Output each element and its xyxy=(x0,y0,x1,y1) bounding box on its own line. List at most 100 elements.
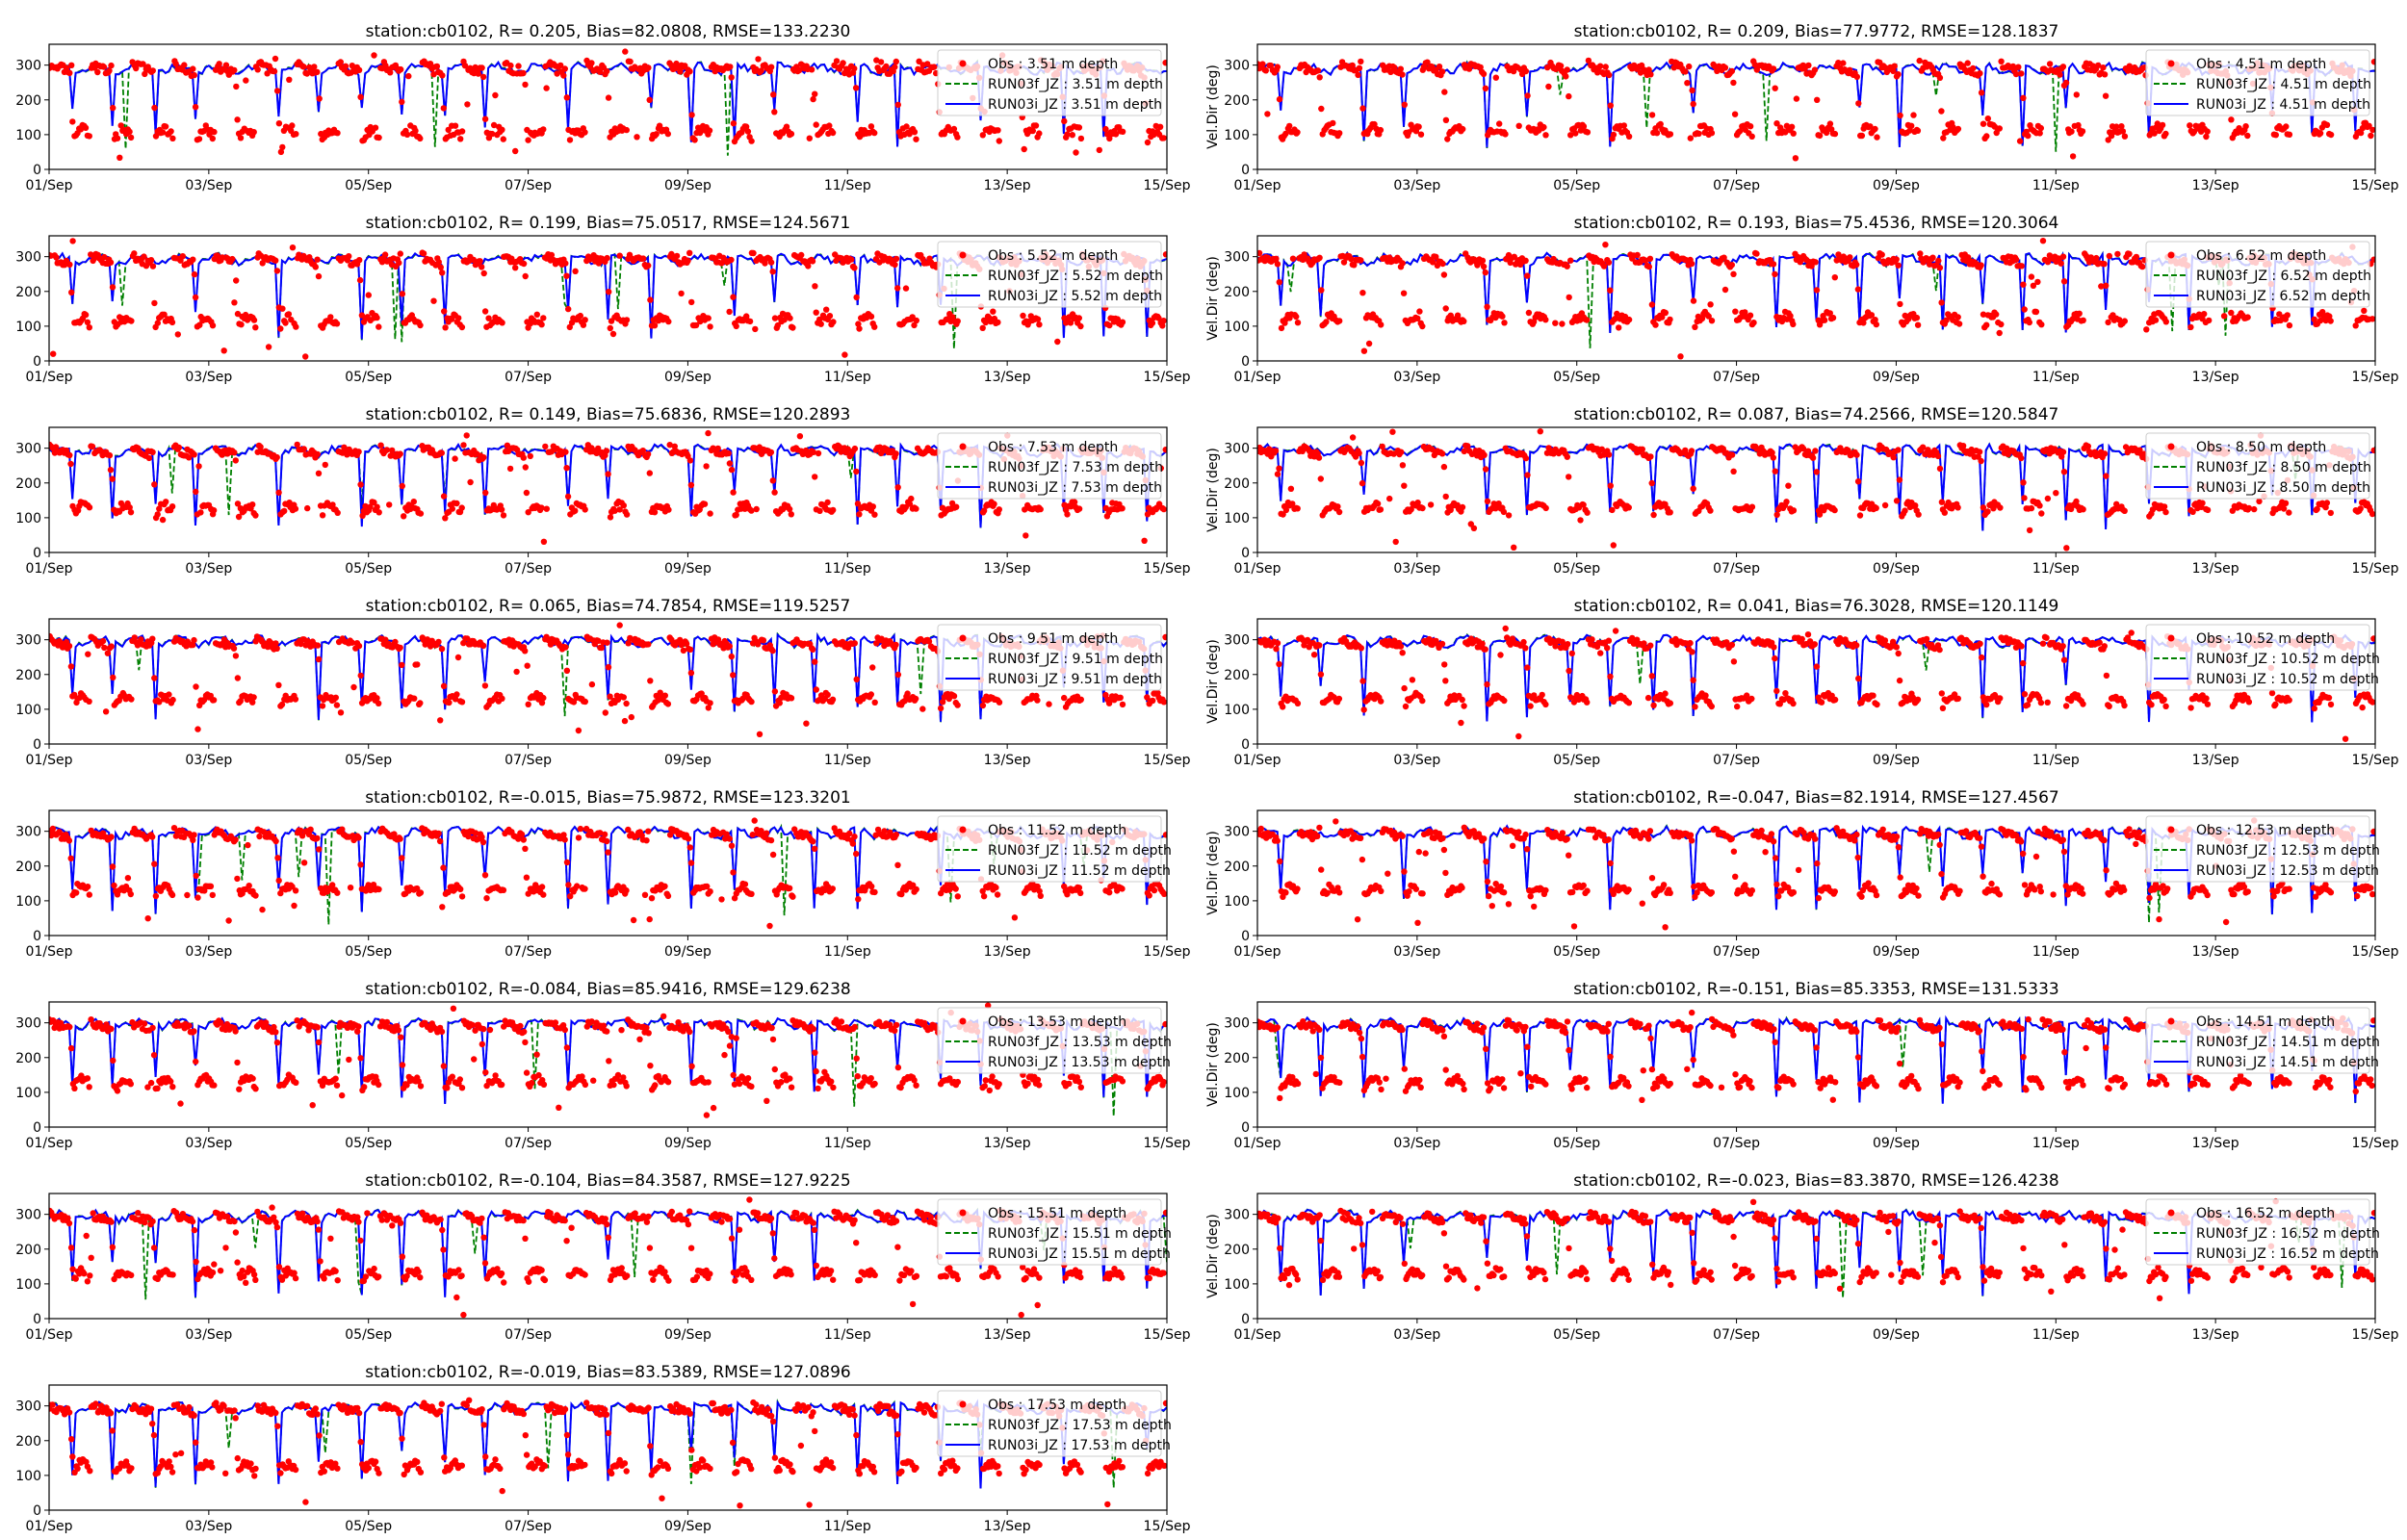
obs-point xyxy=(810,449,816,455)
obs-point xyxy=(327,314,334,321)
obs-point xyxy=(1314,67,1322,74)
obs-point xyxy=(707,323,713,330)
obs-point xyxy=(1427,501,1435,508)
obs-point xyxy=(1872,125,1878,133)
obs-point xyxy=(273,268,281,274)
x-tick-label: 15/Sep xyxy=(1144,178,1191,193)
obs-point xyxy=(995,319,1001,326)
obs-point xyxy=(1721,286,1729,294)
obs-point xyxy=(762,260,768,267)
obs-point xyxy=(733,511,739,519)
obs-point xyxy=(127,509,135,516)
obs-point xyxy=(730,294,737,300)
y-tick-label: 300 xyxy=(15,250,41,266)
obs-point xyxy=(1106,135,1113,142)
obs-point xyxy=(1360,347,1368,354)
y-tick-label: 0 xyxy=(1241,546,1250,561)
obs-point xyxy=(1954,504,1961,511)
obs-point xyxy=(664,701,672,707)
obs-point xyxy=(1075,124,1083,131)
obs-point xyxy=(156,699,163,706)
obs-point xyxy=(1897,300,1903,308)
obs-point xyxy=(665,318,672,325)
obs-point xyxy=(1417,131,1425,138)
obs-point xyxy=(498,506,505,513)
obs-point xyxy=(1029,127,1037,135)
obs-point xyxy=(333,321,341,327)
obs-point xyxy=(1812,448,1819,454)
obs-point xyxy=(1770,454,1777,461)
obs-point xyxy=(705,705,712,711)
obs-point xyxy=(2020,94,2027,102)
obs-point xyxy=(1594,69,1601,76)
y-tick-label: 300 xyxy=(15,633,41,649)
obs-point xyxy=(440,105,447,112)
obs-point xyxy=(744,128,752,135)
obs-point xyxy=(1264,111,1271,117)
obs-point xyxy=(1510,67,1517,75)
obs-point xyxy=(810,646,816,653)
obs-point xyxy=(730,489,737,496)
obs-point xyxy=(812,658,818,665)
obs-point xyxy=(264,70,271,77)
y-tick-label: 300 xyxy=(1224,59,1250,74)
obs-point xyxy=(1705,313,1712,320)
obs-point xyxy=(250,129,257,136)
obs-point xyxy=(485,315,492,321)
obs-point xyxy=(692,321,700,329)
obs-point xyxy=(1374,500,1382,507)
obs-point xyxy=(1625,504,1633,511)
obs-point xyxy=(1657,120,1664,128)
obs-point xyxy=(1330,119,1336,127)
obs-point xyxy=(1826,120,1834,127)
obs-point xyxy=(1334,503,1341,510)
x-tick-label: 01/Sep xyxy=(1234,370,1281,385)
y-tick-label: 200 xyxy=(1224,285,1250,300)
obs-point xyxy=(1150,697,1156,705)
obs-point xyxy=(417,510,425,517)
obs-point xyxy=(1544,64,1551,71)
obs-point xyxy=(2204,506,2212,514)
obs-point xyxy=(2068,128,2075,135)
panel-title: station:cb0102, R= 0.065, Bias=74.7854, … xyxy=(366,597,851,616)
obs-point xyxy=(2053,490,2059,497)
obs-point xyxy=(2016,138,2024,144)
obs-point xyxy=(1853,73,1861,81)
legend-label: RUN03i_JZ : 4.51 m depth xyxy=(2196,97,2370,113)
obs-point xyxy=(238,321,245,328)
obs-point xyxy=(1399,462,1407,469)
legend-label: RUN03i_JZ : 9.51 m depth xyxy=(988,672,1162,687)
obs-point xyxy=(1708,318,1716,324)
legend-label: RUN03i_JZ : 7.53 m depth xyxy=(988,480,1162,496)
obs-point xyxy=(1525,309,1533,317)
obs-point xyxy=(817,321,824,327)
obs-point xyxy=(1075,505,1083,512)
obs-point xyxy=(522,464,529,471)
obs-point xyxy=(1812,259,1819,266)
obs-point xyxy=(2018,454,2025,462)
obs-point xyxy=(2228,116,2235,123)
obs-point xyxy=(2133,253,2140,261)
obs-point xyxy=(1424,59,1431,65)
obs-point xyxy=(220,347,227,354)
obs-point xyxy=(1377,126,1385,134)
obs-point xyxy=(1980,311,1987,318)
obs-point xyxy=(767,64,775,70)
obs-point xyxy=(506,465,514,473)
y-tick-label: 100 xyxy=(1224,128,1250,143)
obs-point xyxy=(2012,256,2020,263)
obs-point xyxy=(1602,242,1609,248)
obs-point xyxy=(151,299,158,307)
obs-point xyxy=(623,511,631,518)
obs-point xyxy=(2044,495,2052,502)
obs-point xyxy=(2327,131,2335,139)
obs-point xyxy=(950,125,958,133)
obs-point xyxy=(666,442,673,449)
obs-point xyxy=(1348,255,1355,263)
obs-point xyxy=(492,91,499,99)
obs-point xyxy=(1607,102,1615,109)
axes-frame xyxy=(48,43,1168,170)
obs-point xyxy=(572,507,579,514)
obs-point xyxy=(647,678,654,684)
obs-point xyxy=(449,505,455,512)
